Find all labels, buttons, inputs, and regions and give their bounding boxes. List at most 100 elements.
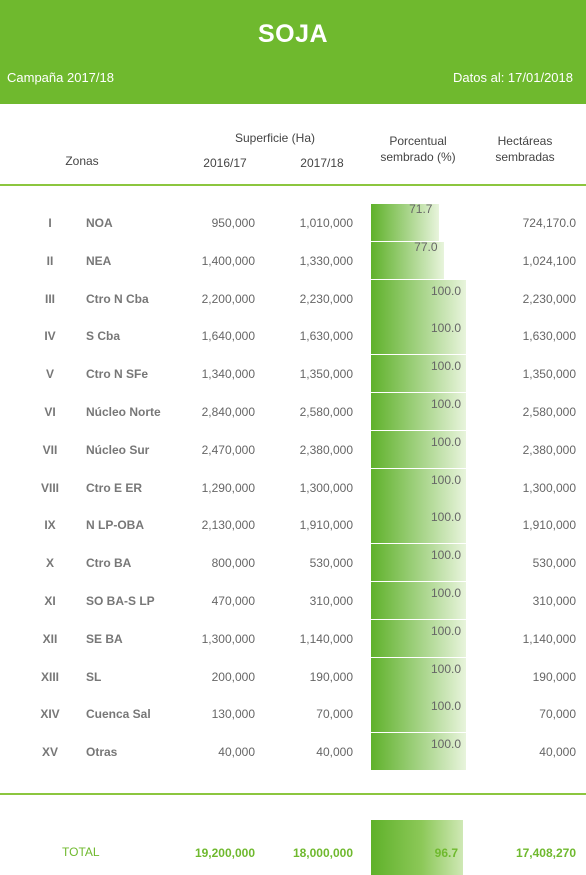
percent-cell: 100.0: [371, 393, 466, 430]
hectares-header: Hectáreas sembradas: [480, 133, 570, 165]
percent-cell: 100.0: [371, 468, 466, 506]
percent-value: 100.0: [430, 586, 461, 600]
zone-name: N LP-OBA: [86, 518, 144, 533]
hectares-header-line2: sembradas: [495, 150, 555, 164]
area-2016-value: 800,000: [211, 556, 255, 571]
table-row: V Ctro N SFe 1,340,000 1,350,000 100.0 1,350,…: [0, 355, 586, 393]
area-2017-value: 70,000: [316, 707, 353, 722]
table-row: III Ctro N Cba 2,200,000 2,230,000 100.0 2,23…: [0, 279, 586, 318]
campaign-label: Campaña 2017/18: [7, 70, 114, 85]
area-2017-value: 1,330,000: [299, 253, 353, 268]
table-row: XIII SL 200,000 190,000 100.0 190,000: [0, 657, 586, 696]
percent-bar: [371, 695, 466, 733]
zone-name: Núcleo Sur: [86, 442, 150, 457]
hectares-value: 1,024,100: [522, 253, 576, 268]
zone-name: SO BA-S LP: [86, 594, 155, 608]
area-2016-value: 40,000: [218, 745, 255, 760]
total-2016-value: 19,200,000: [194, 846, 255, 860]
zone-name: NOA: [86, 216, 113, 230]
area-2016-value: 130,000: [211, 707, 255, 722]
total-label: TOTAL: [62, 845, 100, 859]
percent-value: 100.0: [430, 737, 461, 752]
percent-bar: [371, 619, 466, 657]
zonas-header: Zonas: [65, 154, 99, 168]
total-divider: [0, 793, 586, 795]
percent-bar: [371, 355, 466, 393]
percent-cell: 100.0: [371, 355, 466, 393]
area-2016-value: 2,130,000: [201, 518, 255, 533]
table-row: IX N LP-OBA 2,130,000 1,910,000 100.0 1,910,0…: [0, 506, 586, 544]
hectares-value: 2,580,000: [522, 405, 576, 419]
percent-value: 71.7: [409, 202, 433, 216]
percent-value: 100.0: [430, 623, 461, 638]
percent-cell: 77.0: [371, 240, 466, 279]
hectares-value: 1,350,000: [522, 367, 576, 382]
area-2017-value: 1,350,000: [299, 367, 353, 382]
percent-bar: [371, 393, 466, 430]
area-2017-value: 2,380,000: [299, 442, 353, 457]
zone-number: I: [48, 216, 52, 230]
zone-name: Ctro E ER: [86, 480, 143, 495]
percent-value: 100.0: [430, 283, 461, 298]
percent-value: 100.0: [430, 359, 461, 374]
hectares-header-line1: Hectáreas: [497, 134, 553, 148]
zone-number: V: [45, 367, 54, 382]
header-divider: [0, 184, 586, 186]
table-row: II NEA 1,400,000 1,330,000 77.0 1,024,100: [0, 240, 586, 280]
percent-cell: 100.0: [371, 582, 466, 619]
table-row: XII SE BA 1,300,000 1,140,000 100.0 1,140,000: [0, 619, 586, 658]
zone-number: VII: [42, 442, 58, 457]
hectares-value: 70,000: [539, 707, 576, 722]
area-2016-value: 2,840,000: [201, 405, 255, 419]
percent-cell: 100.0: [371, 506, 466, 544]
table-row: VIII Ctro E ER 1,290,000 1,300,000 100.0 1,30…: [0, 468, 586, 507]
percent-value: 100.0: [430, 548, 461, 563]
hectares-value: 1,630,000: [522, 329, 576, 344]
area-2017-value: 310,000: [309, 594, 353, 608]
header-banner: SOJA Campaña 2017/18 Datos al: 17/01/201…: [0, 0, 586, 104]
area-2016-value: 950,000: [211, 216, 255, 230]
percent-cell: 100.0: [371, 695, 466, 733]
data-date-label: Datos al: 17/01/2018: [453, 70, 573, 85]
area-2017-value: 1,630,000: [299, 329, 353, 344]
area-2016-value: 2,200,000: [201, 291, 255, 306]
area-2017-value: 2,230,000: [299, 291, 353, 306]
zone-number: X: [45, 556, 54, 571]
percent-cell: 100.0: [371, 657, 466, 695]
area-2017-value: 40,000: [316, 745, 353, 760]
percent-cell: 100.0: [371, 317, 466, 355]
zone-name: SL: [86, 669, 102, 684]
percent-header-line1: Porcentual: [389, 134, 447, 148]
zone-number: VI: [44, 405, 56, 419]
percent-value: 100.0: [430, 510, 461, 525]
area-2017-value: 1,910,000: [299, 518, 353, 533]
superficie-header: Superficie (Ha): [234, 131, 316, 145]
percent-bar: [371, 544, 466, 582]
zone-name: Núcleo Norte: [86, 405, 161, 419]
percent-cell: 100.0: [371, 544, 466, 582]
percent-value: 100.0: [430, 434, 461, 449]
zone-name: Otras: [86, 745, 118, 760]
table-row: XIV Cuenca Sal 130,000 70,000 100.0 70,000: [0, 695, 586, 733]
hectares-value: 1,910,000: [522, 518, 576, 533]
total-2017-value: 18,000,000: [292, 846, 353, 860]
zone-number: II: [46, 253, 54, 268]
zone-name: Ctro N Cba: [86, 291, 149, 306]
zone-name: SE BA: [86, 631, 123, 646]
percent-value: 100.0: [430, 472, 461, 487]
area-2016-value: 1,290,000: [201, 480, 255, 495]
table-row: I NOA 950,000 1,010,000 71.7 724,170.0: [0, 202, 586, 242]
zone-name: Cuenca Sal: [86, 707, 151, 722]
zone-number: VIII: [40, 480, 59, 495]
hectares-value: 2,230,000: [522, 291, 576, 306]
percent-value: 100.0: [430, 661, 461, 676]
total-row: TOTAL 19,200,000 18,000,000 96.7 17,408,…: [0, 820, 586, 875]
area-2016-value: 1,340,000: [201, 367, 255, 382]
percent-bar: [371, 468, 466, 506]
area-2016-value: 1,640,000: [201, 329, 255, 344]
zone-number: XII: [42, 631, 58, 646]
percent-bar: [371, 279, 466, 317]
percent-bar: [371, 317, 466, 355]
zone-number: III: [44, 291, 55, 306]
percent-bar: [371, 733, 466, 771]
